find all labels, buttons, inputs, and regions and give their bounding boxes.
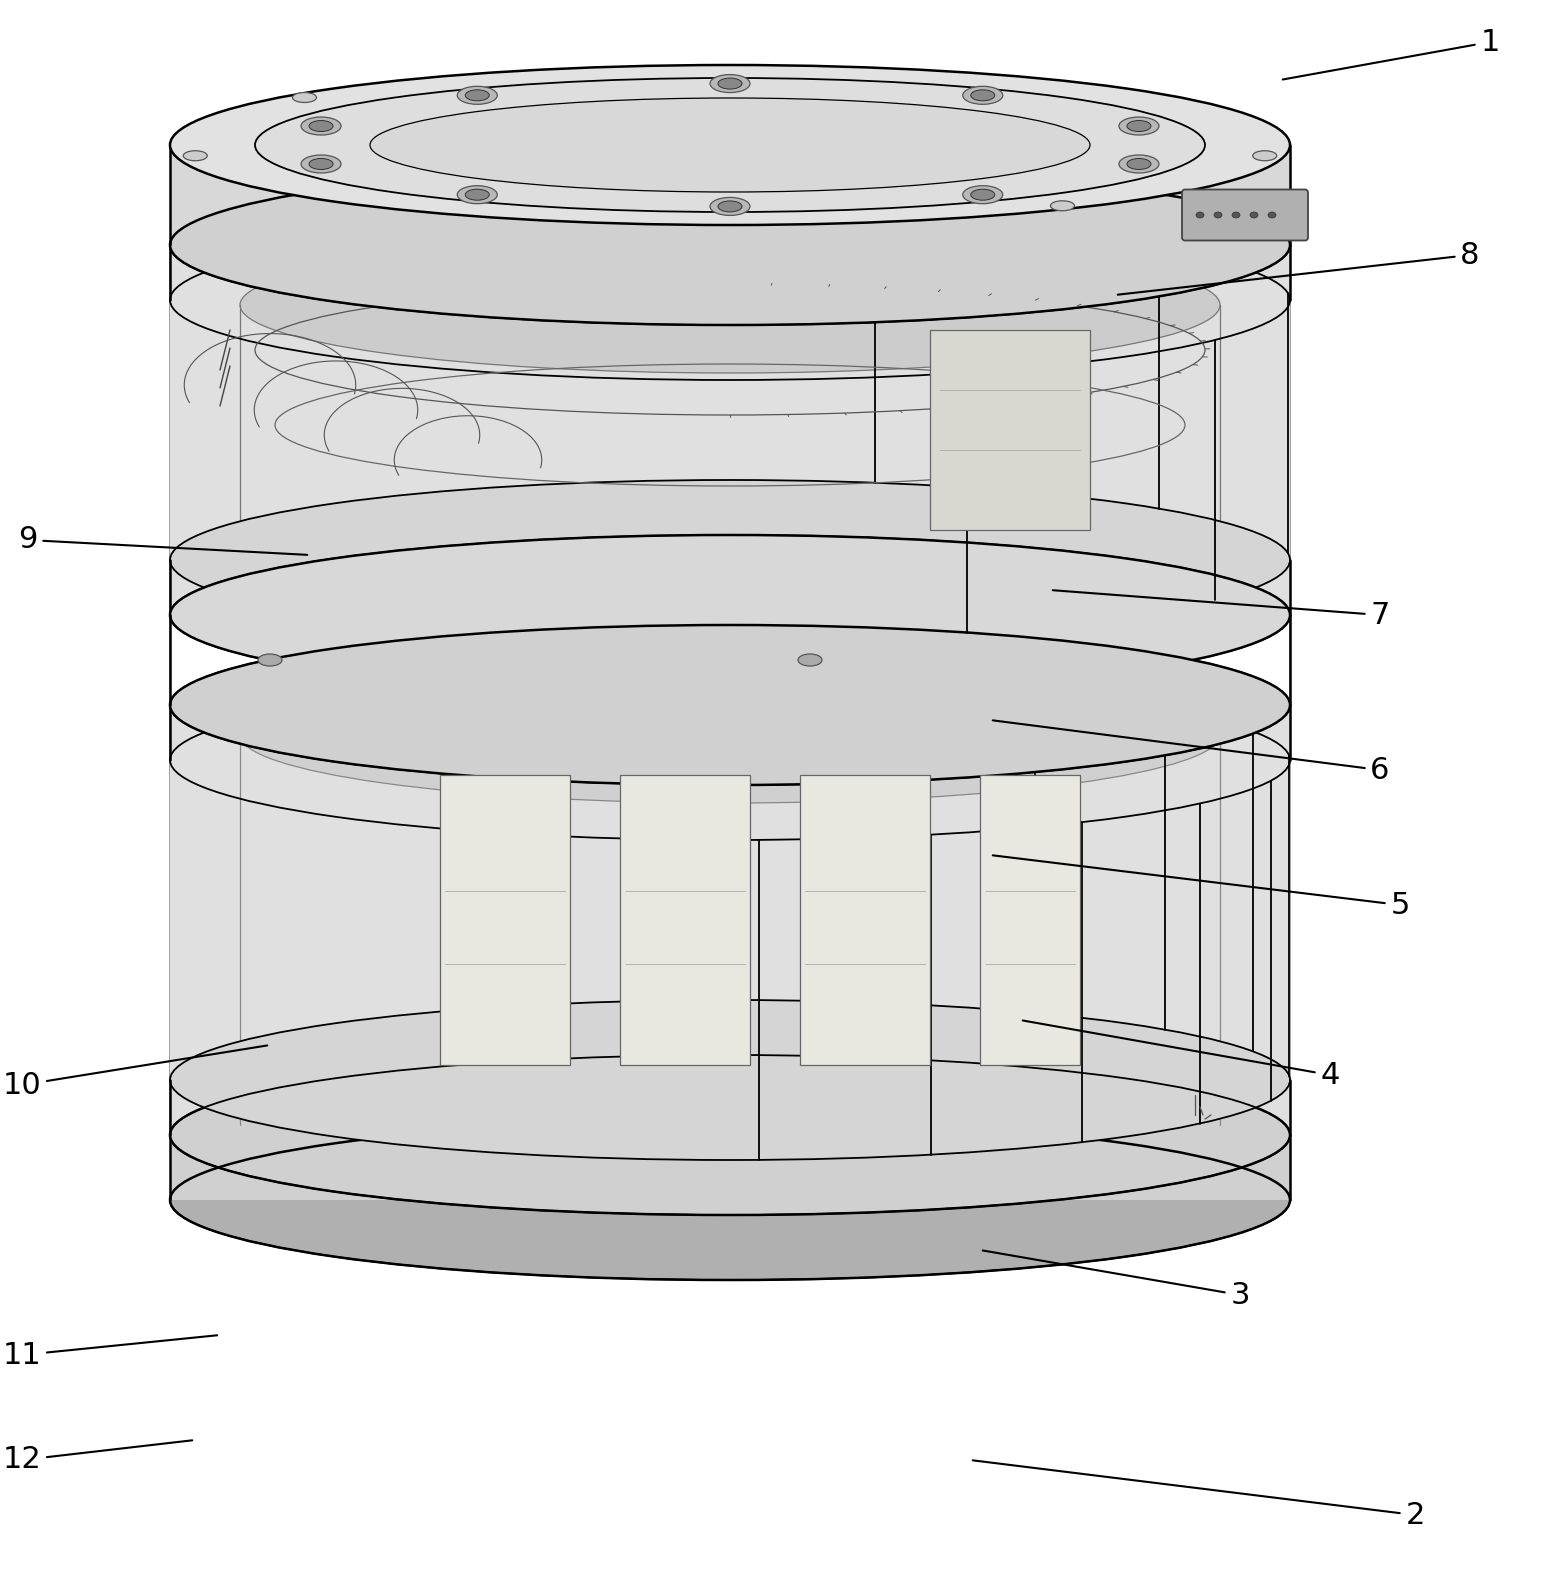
Ellipse shape: [170, 626, 1289, 785]
Polygon shape: [170, 145, 1289, 244]
Ellipse shape: [1253, 151, 1277, 161]
Ellipse shape: [301, 117, 340, 136]
Ellipse shape: [1196, 213, 1204, 217]
Ellipse shape: [170, 1001, 1289, 1160]
Text: 4: 4: [1022, 1021, 1339, 1089]
Ellipse shape: [309, 159, 332, 170]
Ellipse shape: [1051, 200, 1074, 211]
Ellipse shape: [963, 87, 1002, 104]
Ellipse shape: [1119, 154, 1158, 173]
Bar: [440, 775, 570, 1065]
Ellipse shape: [465, 189, 489, 200]
Text: 2: 2: [973, 1461, 1425, 1529]
Ellipse shape: [183, 151, 208, 161]
Ellipse shape: [170, 626, 1289, 785]
Ellipse shape: [292, 93, 317, 102]
Ellipse shape: [240, 236, 1221, 374]
Ellipse shape: [971, 189, 994, 200]
Ellipse shape: [963, 186, 1002, 203]
Ellipse shape: [170, 65, 1289, 225]
Text: 1: 1: [1283, 27, 1500, 79]
Ellipse shape: [718, 200, 741, 211]
Ellipse shape: [798, 654, 823, 667]
Ellipse shape: [1119, 117, 1158, 136]
Ellipse shape: [1232, 213, 1239, 217]
Ellipse shape: [170, 165, 1289, 325]
Ellipse shape: [254, 77, 1205, 213]
Ellipse shape: [170, 534, 1289, 695]
FancyBboxPatch shape: [1182, 189, 1308, 241]
Ellipse shape: [1127, 159, 1150, 170]
Ellipse shape: [1214, 213, 1222, 217]
Text: 11: 11: [3, 1335, 217, 1370]
Text: 12: 12: [3, 1440, 192, 1475]
Polygon shape: [170, 626, 1289, 1135]
Text: 10: 10: [3, 1045, 267, 1100]
Text: 9: 9: [19, 525, 308, 555]
Ellipse shape: [170, 481, 1289, 640]
Polygon shape: [170, 65, 1289, 244]
Ellipse shape: [971, 90, 994, 101]
Bar: [930, 329, 1090, 530]
Ellipse shape: [710, 197, 749, 216]
Ellipse shape: [170, 165, 1289, 325]
Ellipse shape: [258, 654, 283, 667]
Ellipse shape: [370, 98, 1090, 192]
Ellipse shape: [1268, 213, 1275, 217]
Bar: [799, 775, 930, 1065]
Ellipse shape: [1127, 120, 1150, 131]
Polygon shape: [170, 165, 1289, 615]
Text: 8: 8: [1118, 241, 1480, 295]
Ellipse shape: [240, 667, 1221, 804]
Bar: [620, 775, 749, 1065]
Ellipse shape: [457, 87, 498, 104]
Ellipse shape: [710, 74, 749, 93]
Ellipse shape: [718, 79, 741, 90]
Ellipse shape: [301, 154, 340, 173]
Ellipse shape: [465, 90, 489, 101]
Ellipse shape: [1250, 213, 1258, 217]
Text: 6: 6: [993, 720, 1389, 785]
Ellipse shape: [170, 1121, 1289, 1280]
Bar: [980, 775, 1080, 1065]
Ellipse shape: [457, 186, 498, 203]
Text: 7: 7: [1052, 589, 1389, 629]
Ellipse shape: [309, 120, 332, 131]
Ellipse shape: [170, 1054, 1289, 1215]
Text: 5: 5: [993, 856, 1410, 919]
Polygon shape: [170, 1135, 1289, 1199]
Text: 3: 3: [983, 1250, 1250, 1310]
